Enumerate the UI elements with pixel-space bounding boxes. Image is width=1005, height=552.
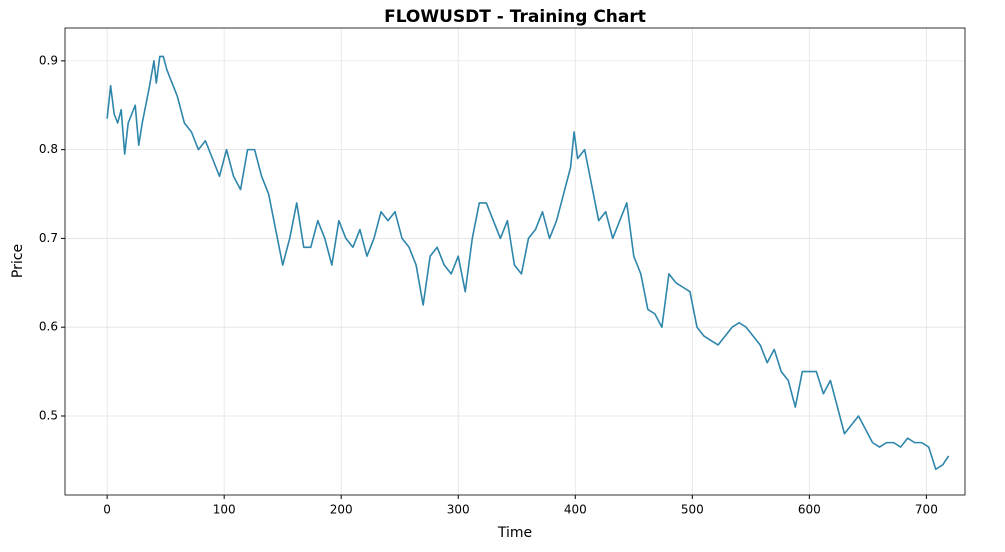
x-tick-label: 400	[564, 503, 587, 517]
price-line	[106, 55, 950, 471]
x-tick-label: 200	[330, 503, 353, 517]
x-axis-label: Time	[497, 525, 532, 541]
chart-title: FLOWUSDT - Training Chart	[384, 7, 646, 27]
y-tick-label: 0.9	[39, 53, 58, 67]
y-tick-label: 0.5	[39, 408, 58, 422]
x-tick-label: 500	[681, 503, 704, 517]
y-axis-label: Price	[10, 244, 26, 278]
x-tick-label: 700	[915, 503, 938, 517]
x-tick-label: 100	[213, 503, 236, 517]
x-tick-label: 300	[447, 503, 470, 517]
x-tick-label: 0	[103, 503, 111, 517]
y-tick-label: 0.8	[39, 142, 58, 156]
y-tick-label: 0.6	[39, 320, 58, 334]
x-tick-label: 600	[798, 503, 821, 517]
plot-frame	[64, 27, 966, 496]
y-tick-label: 0.7	[39, 231, 58, 245]
